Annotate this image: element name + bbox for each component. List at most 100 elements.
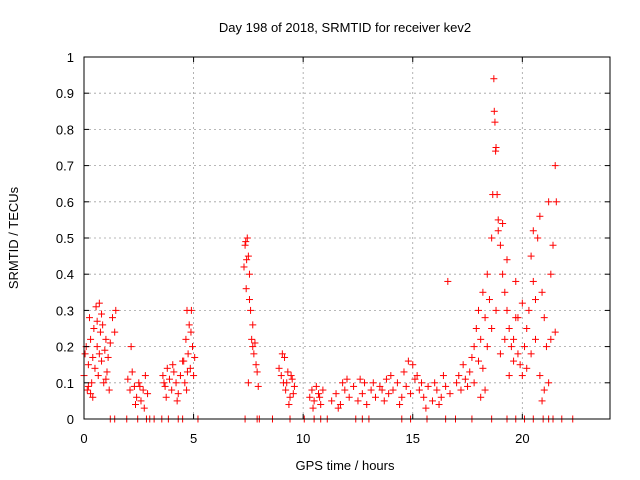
data-point xyxy=(521,343,529,351)
y-tick-label: 1 xyxy=(67,50,74,65)
data-point xyxy=(523,364,531,372)
data-point xyxy=(404,357,412,365)
data-point xyxy=(439,372,447,380)
data-point xyxy=(245,270,253,278)
data-point xyxy=(289,390,297,398)
data-point xyxy=(88,379,96,387)
data-point xyxy=(433,386,441,394)
data-point xyxy=(241,241,249,249)
data-point xyxy=(240,263,248,271)
data-point xyxy=(490,75,498,83)
data-point xyxy=(468,353,476,361)
data-point xyxy=(87,335,95,343)
data-point xyxy=(459,361,467,369)
data-point xyxy=(523,325,531,332)
data-point xyxy=(531,296,539,304)
data-point xyxy=(475,357,482,365)
data-point xyxy=(400,368,408,376)
data-point xyxy=(472,325,480,332)
data-point xyxy=(382,375,390,383)
data-point xyxy=(308,386,316,394)
data-point xyxy=(428,397,436,405)
data-point xyxy=(283,379,291,387)
data-point xyxy=(413,372,421,380)
x-tick-label: 10 xyxy=(296,431,310,446)
data-point xyxy=(253,368,261,376)
data-point xyxy=(551,162,559,170)
data-point xyxy=(282,386,290,394)
data-point xyxy=(527,252,535,260)
data-point xyxy=(547,335,555,343)
data-point xyxy=(160,379,168,387)
chart-title: Day 198 of 2018, SRMTID for receiver kev… xyxy=(219,20,471,35)
data-point xyxy=(376,382,384,390)
data-point xyxy=(540,386,548,394)
data-point xyxy=(169,361,177,369)
data-point xyxy=(102,375,110,383)
data-point xyxy=(488,325,496,332)
data-point xyxy=(319,386,327,394)
y-tick-label: 0.1 xyxy=(56,376,74,391)
data-point xyxy=(531,335,539,343)
y-tick-label: 0 xyxy=(67,412,74,427)
data-point xyxy=(409,361,417,369)
data-point xyxy=(367,386,375,394)
data-point xyxy=(505,325,513,332)
data-point xyxy=(551,328,559,336)
data-point xyxy=(132,401,140,409)
data-point xyxy=(514,314,522,322)
data-point xyxy=(124,375,132,383)
data-point xyxy=(424,382,432,390)
data-point xyxy=(287,372,295,380)
data-point xyxy=(389,386,397,394)
data-point xyxy=(96,328,104,336)
data-point xyxy=(316,393,324,401)
data-point xyxy=(398,393,406,401)
data-point xyxy=(128,368,136,376)
data-point xyxy=(464,382,472,390)
data-point xyxy=(358,390,366,398)
data-point xyxy=(369,379,377,387)
ticks-layer: 00.10.20.30.40.50.60.70.80.910 5 10 15 20 xyxy=(56,50,610,446)
data-point xyxy=(251,339,259,347)
data-point xyxy=(446,390,454,398)
data-point xyxy=(491,118,499,126)
data-point xyxy=(180,357,188,365)
data-point xyxy=(396,401,404,409)
data-point xyxy=(105,386,113,394)
data-point xyxy=(481,314,489,322)
data-point xyxy=(278,350,286,358)
data-point xyxy=(290,382,298,390)
data-point xyxy=(312,382,320,390)
data-point xyxy=(104,353,112,361)
data-point xyxy=(127,343,135,351)
data-point xyxy=(187,306,195,314)
data-point xyxy=(361,379,369,387)
data-point xyxy=(187,328,195,336)
data-point xyxy=(242,238,250,246)
data-point xyxy=(514,350,522,358)
data-point xyxy=(545,198,553,206)
data-point xyxy=(328,397,336,405)
data-point xyxy=(540,314,548,322)
data-point xyxy=(244,379,252,387)
data-point xyxy=(306,393,314,401)
data-point xyxy=(475,306,482,314)
data-point xyxy=(161,382,169,390)
data-point xyxy=(483,343,491,351)
data-point xyxy=(83,386,91,394)
data-point xyxy=(81,350,89,358)
data-point xyxy=(87,390,95,398)
data-point xyxy=(378,386,386,394)
data-point xyxy=(184,350,192,358)
data-point xyxy=(538,397,546,405)
y-tick-label: 0.6 xyxy=(56,195,74,210)
data-point xyxy=(529,277,537,285)
data-point xyxy=(286,393,294,401)
data-point xyxy=(457,386,465,394)
data-point xyxy=(470,379,478,387)
data-point xyxy=(339,379,347,387)
data-point xyxy=(309,404,317,412)
data-point xyxy=(101,346,109,354)
